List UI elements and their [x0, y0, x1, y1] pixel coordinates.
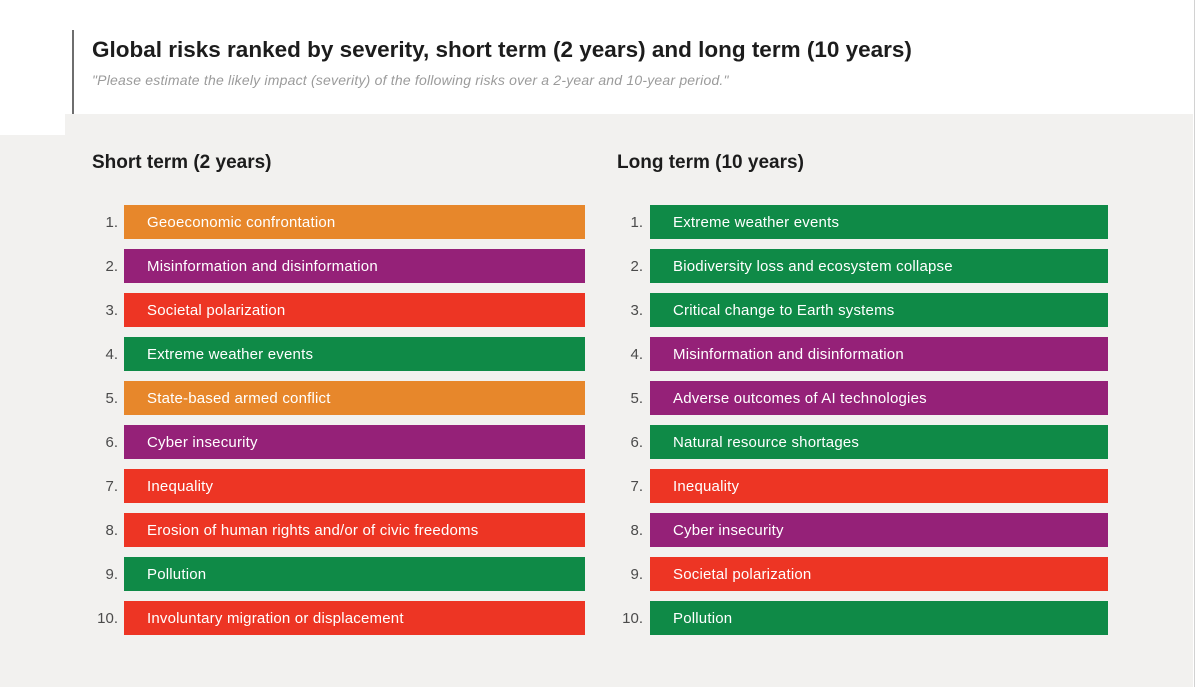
table-row: 3. Critical change to Earth systems	[617, 293, 1108, 327]
rank-number: 4.	[105, 345, 118, 363]
right-edge-divider	[1194, 0, 1195, 687]
risk-label: State-based armed conflict	[147, 389, 331, 407]
table-row: 2. Misinformation and disinformation	[92, 249, 585, 283]
rank-number: 8.	[105, 521, 118, 539]
risk-bar: Inequality	[124, 469, 585, 503]
risk-bar: Biodiversity loss and ecosystem collapse	[650, 249, 1108, 283]
table-row: 8. Cyber insecurity	[617, 513, 1108, 547]
risk-bar: Critical change to Earth systems	[650, 293, 1108, 327]
table-row: 8. Erosion of human rights and/or of civ…	[92, 513, 585, 547]
risk-label: Extreme weather events	[673, 213, 840, 231]
short-term-column: Short term (2 years) 1. Geoeconomic conf…	[92, 153, 585, 645]
table-row: 5. Adverse outcomes of AI technologies	[617, 381, 1108, 415]
rank-number: 10.	[622, 609, 643, 627]
rank-number: 8.	[630, 521, 643, 539]
risk-bar: Involuntary migration or displacement	[124, 601, 585, 635]
risk-bar: Misinformation and disinformation	[650, 337, 1108, 371]
risk-bar: State-based armed conflict	[124, 381, 585, 415]
rank-number: 3.	[105, 301, 118, 319]
page-title: Global risks ranked by severity, short t…	[92, 37, 912, 62]
rank-number: 2.	[105, 257, 118, 275]
risk-label: Pollution	[673, 609, 733, 627]
table-row: 7. Inequality	[617, 469, 1108, 503]
risk-label: Cyber insecurity	[673, 521, 784, 539]
table-row: 2. Biodiversity loss and ecosystem colla…	[617, 249, 1108, 283]
rank-number: 5.	[105, 389, 118, 407]
risk-bar: Societal polarization	[124, 293, 585, 327]
table-row: 4. Misinformation and disinformation	[617, 337, 1108, 371]
table-row: 4. Extreme weather events	[92, 337, 585, 371]
rank-number: 6.	[105, 433, 118, 451]
risk-label: Misinformation and disinformation	[673, 345, 904, 363]
figure-header: Global risks ranked by severity, short t…	[92, 36, 1152, 88]
risk-bar: Pollution	[650, 601, 1108, 635]
short-term-header: Short term (2 years)	[92, 152, 272, 173]
risk-label: Cyber insecurity	[147, 433, 258, 451]
table-row: 9. Societal polarization	[617, 557, 1108, 591]
risk-label: Involuntary migration or displacement	[147, 609, 404, 627]
risk-bar: Pollution	[124, 557, 585, 591]
risk-bar: Extreme weather events	[124, 337, 585, 371]
rank-number: 5.	[630, 389, 643, 407]
risk-label: Extreme weather events	[147, 345, 314, 363]
rank-number: 9.	[105, 565, 118, 583]
table-row: 1. Geoeconomic confrontation	[92, 205, 585, 239]
rank-number: 7.	[630, 477, 643, 495]
risk-bar: Inequality	[650, 469, 1108, 503]
risk-label: Adverse outcomes of AI technologies	[673, 389, 927, 407]
risk-label: Natural resource shortages	[673, 433, 860, 451]
risk-label: Societal polarization	[673, 565, 812, 583]
rank-number: 9.	[630, 565, 643, 583]
page-subtitle: "Please estimate the likely impact (seve…	[92, 72, 729, 88]
risk-label: Inequality	[147, 477, 214, 495]
table-row: 6. Cyber insecurity	[92, 425, 585, 459]
risk-bar: Misinformation and disinformation	[124, 249, 585, 283]
table-row: 9. Pollution	[92, 557, 585, 591]
risk-bar: Erosion of human rights and/or of civic …	[124, 513, 585, 547]
content-panel-left-step	[0, 135, 65, 687]
long-term-column: Long term (10 years) 1. Extreme weather …	[617, 153, 1108, 645]
risk-label: Critical change to Earth systems	[673, 301, 895, 319]
table-row: 7. Inequality	[92, 469, 585, 503]
rank-number: 3.	[630, 301, 643, 319]
title-accent-rule	[72, 30, 74, 114]
risk-label: Misinformation and disinformation	[147, 257, 378, 275]
table-row: 3. Societal polarization	[92, 293, 585, 327]
rank-number: 2.	[630, 257, 643, 275]
risk-bar: Cyber insecurity	[124, 425, 585, 459]
risk-bar: Adverse outcomes of AI technologies	[650, 381, 1108, 415]
rank-number: 4.	[630, 345, 643, 363]
rank-number: 6.	[630, 433, 643, 451]
risk-bar: Cyber insecurity	[650, 513, 1108, 547]
rank-number: 1.	[630, 213, 643, 231]
risk-bar: Societal polarization	[650, 557, 1108, 591]
risk-bar: Natural resource shortages	[650, 425, 1108, 459]
risk-label: Biodiversity loss and ecosystem collapse	[673, 257, 953, 275]
risk-label: Inequality	[673, 477, 740, 495]
risk-bar: Geoeconomic confrontation	[124, 205, 585, 239]
rank-number: 7.	[105, 477, 118, 495]
risk-label: Pollution	[147, 565, 207, 583]
risk-bar: Extreme weather events	[650, 205, 1108, 239]
table-row: 1. Extreme weather events	[617, 205, 1108, 239]
long-term-header: Long term (10 years)	[617, 152, 804, 173]
rank-number: 1.	[105, 213, 118, 231]
table-row: 6. Natural resource shortages	[617, 425, 1108, 459]
rank-number: 10.	[97, 609, 118, 627]
table-row: 5. State-based armed conflict	[92, 381, 585, 415]
table-row: 10. Pollution	[617, 601, 1108, 635]
risk-label: Geoeconomic confrontation	[147, 213, 336, 231]
table-row: 10. Involuntary migration or displacemen…	[92, 601, 585, 635]
risk-label: Erosion of human rights and/or of civic …	[147, 521, 479, 539]
risk-label: Societal polarization	[147, 301, 286, 319]
